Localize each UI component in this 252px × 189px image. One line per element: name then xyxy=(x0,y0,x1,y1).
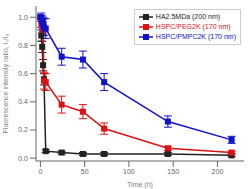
svg-text:1.0: 1.0 xyxy=(18,14,28,21)
svg-text:0.8: 0.8 xyxy=(18,42,28,49)
svg-text:Fluorescence intensity ratio,: Fluorescence intensity ratio, Iₜ/I₀ xyxy=(2,33,10,133)
html-text:HSPC/PEG2K (170 nm): HSPC/PEG2K (170 nm) xyxy=(155,23,231,30)
svg-text:100: 100 xyxy=(123,168,135,175)
svg-text:150: 150 xyxy=(167,168,179,175)
svg-text:50: 50 xyxy=(81,168,89,175)
html-text:HA2.5MDa (200 nm): HA2.5MDa (200 nm) xyxy=(155,13,221,20)
svg-text:Time (h): Time (h) xyxy=(127,181,153,189)
svg-text:0.0: 0.0 xyxy=(18,155,28,162)
svg-text:200: 200 xyxy=(212,168,224,175)
svg-text:0.6: 0.6 xyxy=(18,70,28,77)
html-text:HSPC/PMPC2K (170 nm): HSPC/PMPC2K (170 nm) xyxy=(155,33,236,40)
svg-text:0: 0 xyxy=(38,168,42,175)
svg-text:0.4: 0.4 xyxy=(18,98,28,105)
svg-text:0.2: 0.2 xyxy=(18,126,28,133)
